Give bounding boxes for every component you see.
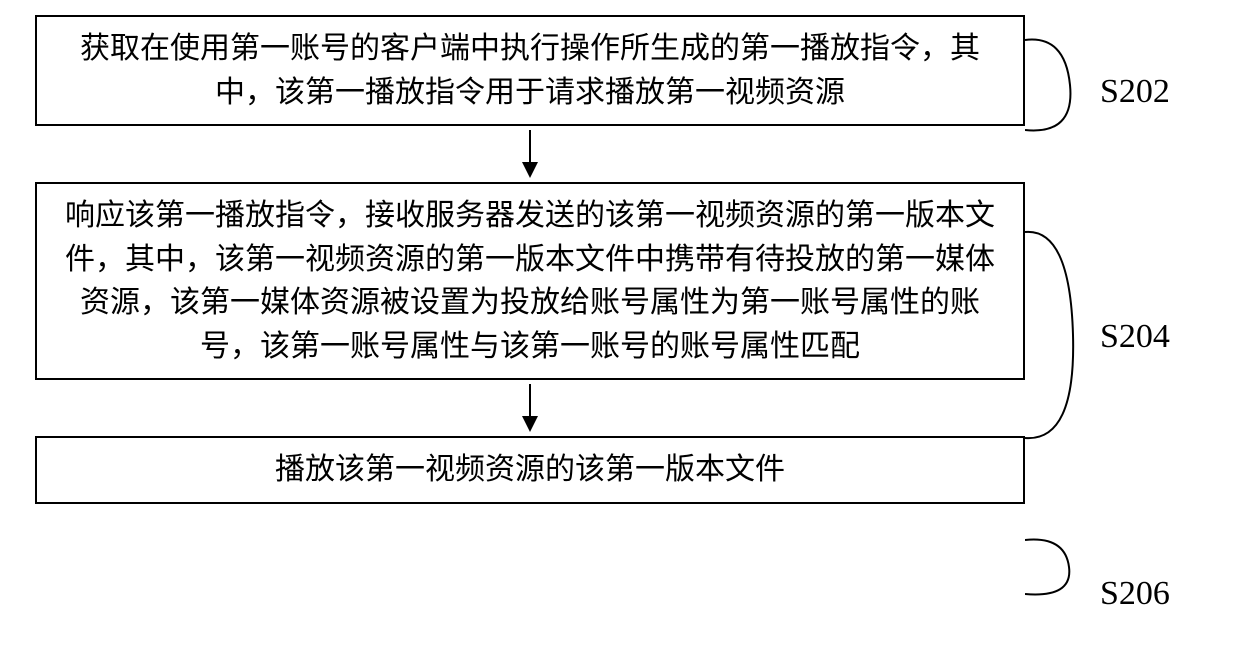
flowchart-step-box: 播放该第一视频资源的该第一版本文件 bbox=[35, 436, 1025, 504]
flowchart-step-text: 响应该第一播放指令，接收服务器发送的该第一视频资源的第一版本文件，其中，该第一视… bbox=[65, 199, 995, 363]
label-connector-curve bbox=[1025, 220, 1105, 450]
flowchart-step-box: 响应该第一播放指令，接收服务器发送的该第一视频资源的第一版本文件，其中，该第一视… bbox=[35, 182, 1025, 380]
arrow-down-icon bbox=[515, 384, 545, 432]
flowchart-arrow bbox=[35, 126, 1025, 182]
flowchart-step-label: S202 bbox=[1100, 73, 1170, 111]
flowchart-step-text: 播放该第一视频资源的该第一版本文件 bbox=[275, 453, 785, 486]
flowchart-step-label: S206 bbox=[1100, 575, 1170, 613]
flowchart-container: 获取在使用第一账号的客户端中执行操作所生成的第一播放指令，其中，该第一播放指令用… bbox=[35, 15, 1135, 504]
arrow-down-icon bbox=[515, 130, 545, 178]
label-connector-curve bbox=[1025, 532, 1105, 602]
label-connector-curve bbox=[1025, 30, 1105, 140]
flowchart-arrow bbox=[35, 380, 1025, 436]
flowchart-step-label: S204 bbox=[1100, 318, 1170, 356]
flowchart-step-text: 获取在使用第一账号的客户端中执行操作所生成的第一播放指令，其中，该第一播放指令用… bbox=[80, 32, 980, 109]
flowchart-step-box: 获取在使用第一账号的客户端中执行操作所生成的第一播放指令，其中，该第一播放指令用… bbox=[35, 15, 1025, 126]
